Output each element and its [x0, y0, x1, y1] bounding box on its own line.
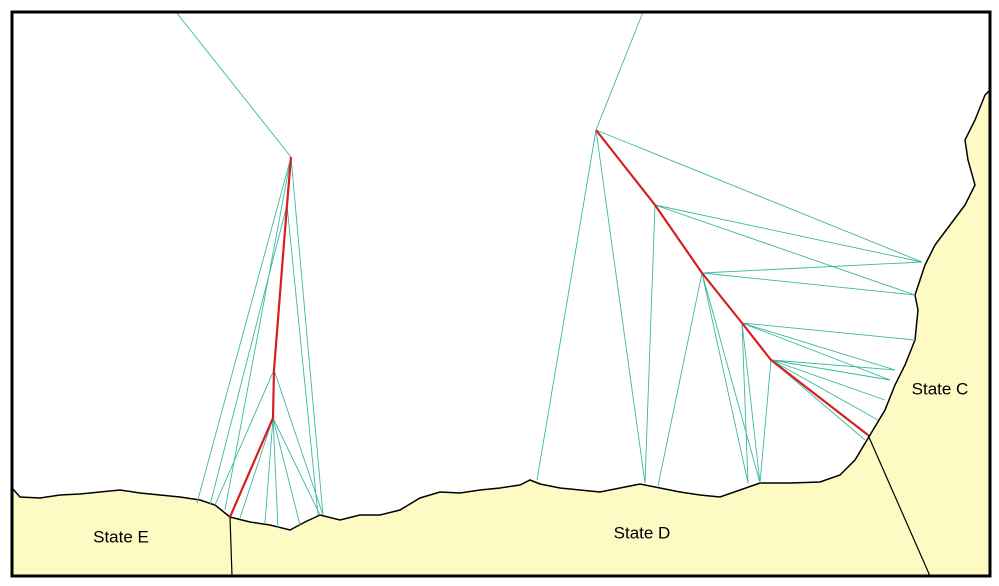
state-label: State C: [912, 379, 969, 398]
state-label: State E: [93, 527, 149, 546]
state-label: State D: [614, 523, 671, 542]
red-line: [228, 156, 293, 518]
state-border: [229, 434, 931, 577]
right-network: [536, 11, 923, 487]
teal-lines: [536, 11, 923, 487]
frame: [10, 10, 992, 578]
red-line: [595, 129, 869, 436]
left-network: [175, 11, 324, 529]
teal-lines: [175, 11, 324, 529]
